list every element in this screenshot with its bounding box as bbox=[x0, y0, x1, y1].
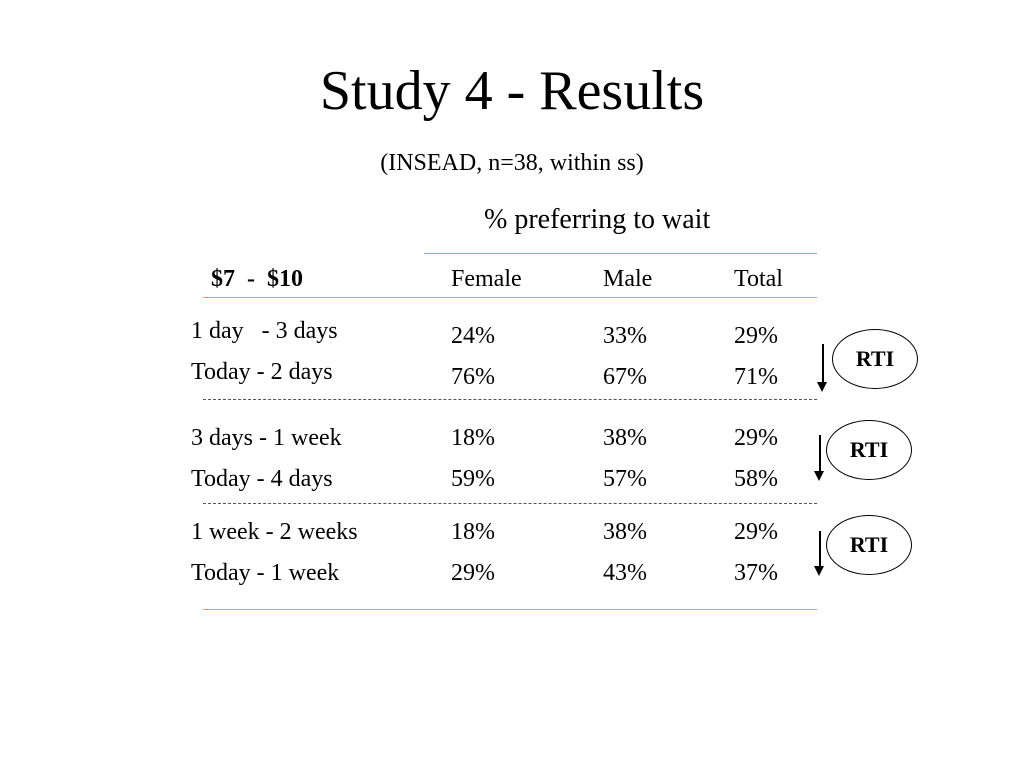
row-label: 3 days - 1 week bbox=[191, 425, 342, 451]
cell-total: 37% bbox=[734, 560, 778, 586]
bottom-rule bbox=[203, 609, 817, 610]
cell-male: 67% bbox=[603, 364, 647, 390]
row-label: Today - 4 days bbox=[191, 466, 333, 492]
rti-badge: RTI bbox=[832, 329, 918, 389]
slide-subtitle: (INSEAD, n=38, within ss) bbox=[380, 150, 644, 176]
cell-male: 38% bbox=[603, 425, 647, 451]
range-label: $7 - $10 bbox=[211, 266, 303, 292]
rti-badge: RTI bbox=[826, 515, 912, 575]
down-arrow-icon bbox=[815, 435, 823, 481]
column-header-male: Male bbox=[603, 266, 653, 292]
slide-title: Study 4 - Results bbox=[319, 60, 705, 122]
cell-total: 29% bbox=[734, 323, 778, 349]
row-label: 1 week - 2 weeks bbox=[191, 519, 358, 545]
down-arrow-icon bbox=[815, 531, 823, 576]
column-header-total: Total bbox=[734, 266, 783, 292]
header-rule bbox=[203, 297, 817, 298]
rti-badge: RTI bbox=[826, 420, 912, 480]
group-separator bbox=[203, 399, 817, 400]
cell-total: 29% bbox=[734, 519, 778, 545]
down-arrow-icon bbox=[818, 344, 826, 392]
row-label: Today - 1 week bbox=[191, 560, 340, 586]
cell-male: 57% bbox=[603, 466, 647, 492]
cell-female: 18% bbox=[451, 519, 495, 545]
cell-female: 59% bbox=[451, 466, 495, 492]
cell-male: 38% bbox=[603, 519, 647, 545]
cell-total: 29% bbox=[734, 425, 778, 451]
caption-rule bbox=[424, 253, 817, 254]
cell-female: 76% bbox=[451, 364, 495, 390]
cell-female: 18% bbox=[451, 425, 495, 451]
cell-total: 71% bbox=[734, 364, 778, 390]
cell-total: 58% bbox=[734, 466, 778, 492]
column-header-female: Female bbox=[451, 266, 522, 292]
cell-male: 43% bbox=[603, 560, 647, 586]
row-label: 1 day - 3 days bbox=[191, 318, 338, 344]
table-caption: % preferring to wait bbox=[484, 204, 711, 235]
cell-female: 24% bbox=[451, 323, 495, 349]
cell-male: 33% bbox=[603, 323, 647, 349]
cell-female: 29% bbox=[451, 560, 495, 586]
row-label: Today - 2 days bbox=[191, 359, 333, 385]
group-separator bbox=[203, 503, 817, 504]
